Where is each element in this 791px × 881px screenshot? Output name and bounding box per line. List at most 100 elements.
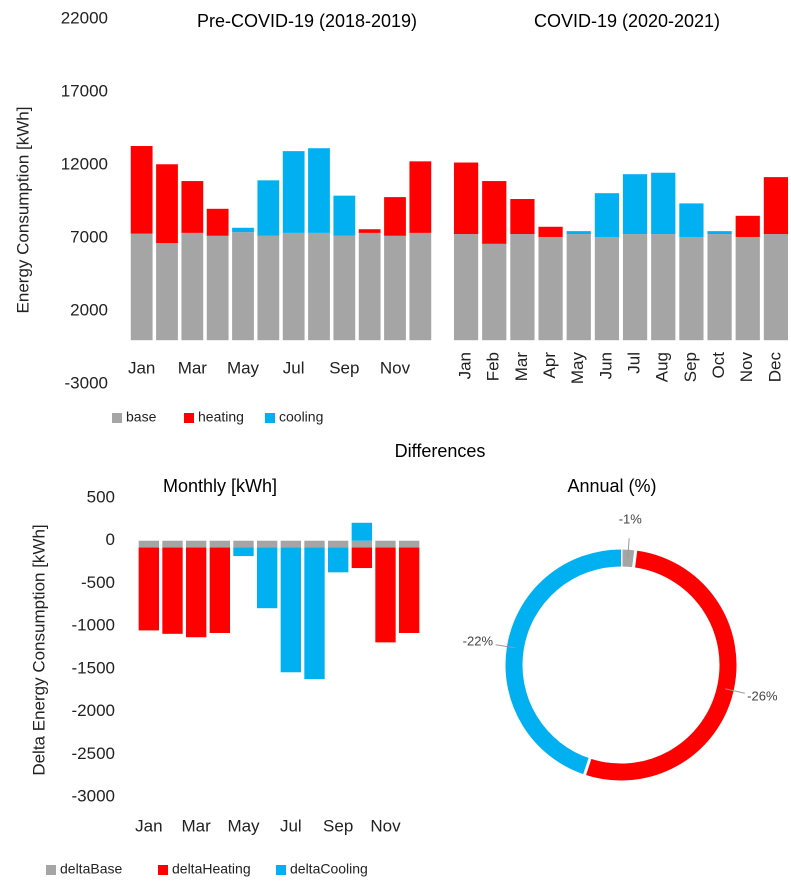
- y-tick-label: 0: [106, 530, 115, 549]
- bar-segment: [181, 232, 204, 341]
- y-tick-label: 7000: [70, 227, 108, 246]
- bar-segment: [566, 231, 591, 235]
- chart-title: COVID-19 (2020-2021): [534, 11, 720, 31]
- x-tick-label: Sep: [681, 352, 700, 382]
- legend-label: deltaBase: [60, 861, 122, 877]
- bar-segment: [156, 164, 178, 244]
- x-tick-label: Nov: [370, 816, 401, 835]
- bar-segment: [453, 162, 479, 235]
- bar-segment: [351, 540, 373, 548]
- bar-segment: [351, 547, 373, 569]
- bar-segment: [257, 235, 280, 341]
- bar-segment: [594, 236, 620, 341]
- x-tick-label: Nov: [380, 358, 411, 377]
- x-tick-label: Sep: [329, 358, 359, 377]
- legend-swatch: [46, 865, 56, 875]
- bar-segment: [763, 234, 789, 341]
- bar-segment: [304, 540, 325, 548]
- bar-segment: [679, 236, 704, 341]
- y-tick-label: -1000: [72, 616, 115, 635]
- y-tick-label: -1500: [72, 658, 115, 677]
- data-label: -26%: [747, 689, 778, 704]
- bar-segment: [138, 547, 160, 631]
- x-tick-label: Mar: [182, 816, 212, 835]
- y-tick-label: -500: [81, 573, 115, 592]
- bar-segment: [327, 547, 349, 573]
- bar-segment: [333, 235, 356, 341]
- bar-segment: [333, 195, 356, 236]
- legend-label: cooling: [279, 409, 323, 425]
- y-tick-label: 17000: [61, 81, 108, 100]
- legend-swatch: [112, 413, 122, 423]
- bar-segment: [232, 232, 254, 341]
- bar-segment: [185, 540, 207, 548]
- bar-segment: [256, 540, 278, 548]
- legend-swatch: [184, 413, 194, 423]
- x-tick-label: Sep: [323, 816, 353, 835]
- bar-segment: [679, 203, 704, 237]
- data-label: -22%: [463, 633, 494, 648]
- bar-segment: [308, 232, 330, 341]
- legend-label: base: [126, 409, 157, 425]
- leader-line: [725, 688, 745, 694]
- bar-segment: [138, 540, 160, 548]
- bar-segment: [375, 547, 396, 643]
- x-tick-label: Jan: [135, 816, 162, 835]
- bar-segment: [482, 243, 507, 341]
- chart-title: Annual (%): [567, 476, 656, 496]
- y-tick-label: -2000: [72, 701, 115, 720]
- x-tick-label: Jan: [128, 358, 155, 377]
- bar-segment: [622, 174, 648, 235]
- section-title: Differences: [395, 441, 486, 461]
- bar-segment: [707, 234, 732, 341]
- legend-label: deltaCooling: [290, 861, 368, 877]
- bar-segment: [206, 235, 229, 341]
- bar-segment: [510, 199, 535, 235]
- bar-segment: [375, 540, 396, 548]
- x-tick-label: Jul: [625, 352, 644, 374]
- y-axis-label: Delta Energy Consumption [kWh]: [29, 524, 48, 775]
- y-axis-label: Energy Consumption [kWh]: [13, 107, 32, 314]
- bar-segment: [735, 236, 760, 341]
- bar-segment: [185, 547, 207, 638]
- bar-segment: [594, 193, 620, 237]
- x-tick-label: May: [568, 352, 587, 385]
- bar-segment: [162, 540, 183, 548]
- bar-segment: [482, 181, 507, 244]
- bar-segment: [651, 172, 676, 235]
- leader-line: [627, 538, 630, 559]
- bar-segment: [282, 232, 305, 341]
- donut-slice: [584, 550, 737, 781]
- x-tick-label: Jan: [456, 352, 475, 379]
- x-tick-label: Jun: [596, 352, 615, 379]
- bar-segment: [257, 180, 280, 236]
- y-tick-label: -3000: [72, 786, 115, 805]
- legend-label: heating: [198, 409, 244, 425]
- bar-segment: [384, 197, 406, 236]
- x-tick-label: Jul: [283, 358, 305, 377]
- bar-segment: [384, 235, 406, 341]
- bar-segment: [358, 229, 381, 233]
- y-tick-label: 22000: [61, 8, 108, 27]
- y-tick-label: -2500: [72, 744, 115, 763]
- bar-segment: [209, 540, 231, 548]
- leader-line: [495, 644, 516, 649]
- chart-title: Pre-COVID-19 (2018-2019): [197, 11, 417, 31]
- bar-segment: [233, 547, 254, 557]
- x-tick-label: Mar: [178, 358, 208, 377]
- bar-segment: [304, 547, 325, 680]
- bar-segment: [233, 540, 254, 548]
- bar-segment: [130, 233, 153, 341]
- x-tick-label: Mar: [512, 352, 531, 382]
- x-tick-label: Aug: [653, 352, 672, 382]
- bar-segment: [409, 232, 432, 341]
- bar-segment: [510, 234, 535, 341]
- bar-segment: [308, 148, 330, 233]
- donut-slice: [505, 549, 622, 775]
- bar-segment: [409, 161, 432, 233]
- bar-segment: [566, 234, 591, 341]
- bar-segment: [181, 181, 204, 233]
- chart-title: Monthly [kWh]: [163, 476, 277, 496]
- bar-segment: [538, 236, 563, 341]
- bar-segment: [256, 547, 278, 609]
